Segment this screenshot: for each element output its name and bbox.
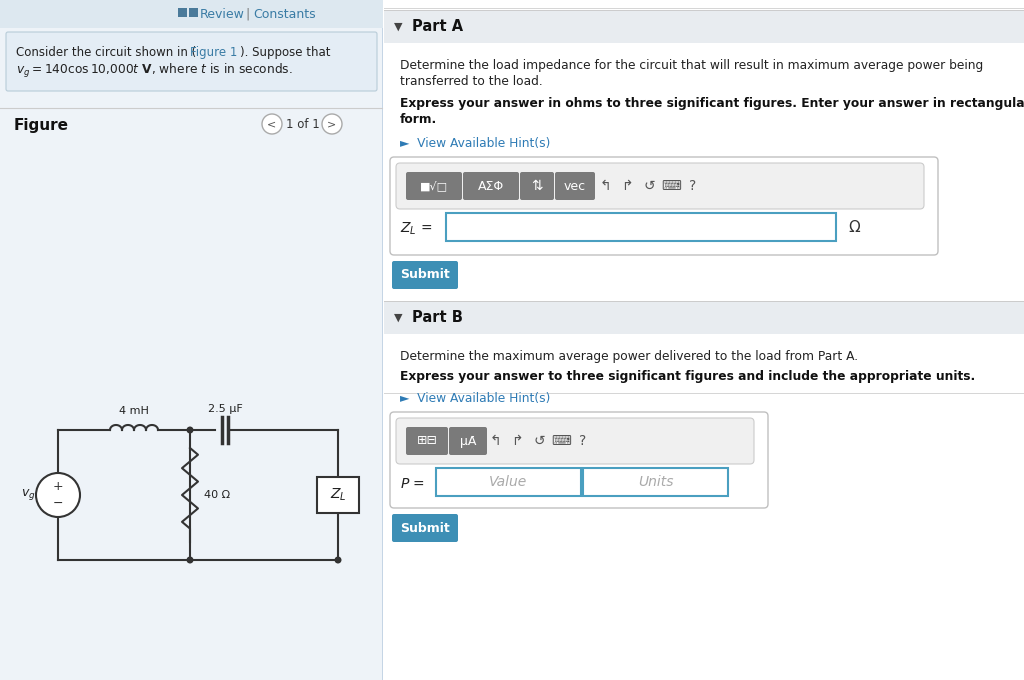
Text: ⊞⊟: ⊞⊟ [417, 435, 437, 447]
Text: Value: Value [489, 475, 527, 489]
Bar [384, 301, 1024, 334]
Circle shape [262, 114, 282, 134]
Text: $Z_L$ =: $Z_L$ = [400, 221, 432, 237]
FancyBboxPatch shape [390, 157, 938, 255]
Bar [384, 43, 1024, 393]
FancyBboxPatch shape [463, 172, 519, 200]
Text: Submit: Submit [400, 522, 450, 534]
Text: $v_g$: $v_g$ [22, 488, 36, 503]
Text: 40 Ω: 40 Ω [204, 490, 230, 500]
FancyBboxPatch shape [392, 514, 458, 542]
Text: Determine the load impedance for the circuit that will result in maximum average: Determine the load impedance for the cir… [400, 59, 983, 72]
Text: ↺: ↺ [534, 434, 545, 448]
Text: form.: form. [400, 113, 437, 126]
Text: <: < [267, 119, 276, 129]
Text: ). Suppose that: ). Suppose that [240, 46, 331, 59]
Text: ↰: ↰ [599, 179, 610, 193]
Bar [189, 8, 198, 17]
Text: Consider the circuit shown in (: Consider the circuit shown in ( [16, 46, 197, 59]
FancyBboxPatch shape [406, 172, 462, 200]
Text: ?: ? [580, 434, 587, 448]
Circle shape [36, 473, 80, 517]
Text: ▼: ▼ [394, 22, 402, 31]
Bar [384, 334, 1024, 594]
Text: Units: Units [638, 475, 673, 489]
Text: ↱: ↱ [511, 434, 523, 448]
FancyBboxPatch shape [396, 418, 754, 464]
Text: 2.5 μF: 2.5 μF [208, 404, 243, 414]
Bar [384, 10, 1024, 43]
Text: transferred to the load.: transferred to the load. [400, 75, 543, 88]
Text: Figure: Figure [14, 118, 69, 133]
Text: |: | [245, 7, 249, 20]
Text: Express your answer to three significant figures and include the appropriate uni: Express your answer to three significant… [400, 370, 975, 383]
Text: ►  View Available Hint(s): ► View Available Hint(s) [400, 137, 550, 150]
Circle shape [335, 556, 341, 564]
Text: Express your answer in ohms to three significant figures. Enter your answer in r: Express your answer in ohms to three sig… [400, 97, 1024, 110]
FancyBboxPatch shape [520, 172, 554, 200]
Text: Review: Review [200, 7, 245, 20]
Text: 4 mH: 4 mH [119, 406, 148, 416]
Text: ↰: ↰ [489, 434, 501, 448]
Text: 1 of 1: 1 of 1 [286, 118, 319, 131]
FancyBboxPatch shape [555, 172, 595, 200]
Bar [436, 468, 581, 496]
Bar [0, 0, 383, 28]
Text: AΣΦ: AΣΦ [478, 180, 504, 192]
Text: Submit: Submit [400, 269, 450, 282]
Text: ▼: ▼ [394, 313, 402, 322]
Bar [178, 8, 187, 17]
Text: +: + [52, 481, 63, 494]
FancyBboxPatch shape [396, 163, 924, 209]
Text: ■√□: ■√□ [420, 181, 449, 191]
Text: Ω: Ω [848, 220, 860, 235]
Bar [317, 477, 359, 513]
Text: $v_g = 140\cos 10{,}000t\ \mathbf{V}$, where $t$ is in seconds.: $v_g = 140\cos 10{,}000t\ \mathbf{V}$, w… [16, 62, 293, 80]
Bar [446, 213, 836, 241]
Text: Constants: Constants [253, 7, 315, 20]
Text: >: > [328, 119, 337, 129]
Text: ⌨: ⌨ [551, 434, 571, 448]
Text: ↺: ↺ [643, 179, 654, 193]
Text: ⌨: ⌨ [662, 179, 681, 193]
FancyBboxPatch shape [449, 427, 487, 455]
Circle shape [186, 556, 194, 564]
Text: ⇅: ⇅ [531, 179, 543, 193]
Bar [0, 0, 383, 680]
Text: Part A: Part A [412, 19, 463, 34]
Text: −: − [53, 496, 63, 509]
Text: vec: vec [564, 180, 586, 192]
FancyBboxPatch shape [6, 32, 377, 91]
Text: $Z_L$: $Z_L$ [330, 487, 346, 503]
Circle shape [322, 114, 342, 134]
Text: ↱: ↱ [622, 179, 633, 193]
Circle shape [186, 426, 194, 434]
Text: ?: ? [689, 179, 696, 193]
FancyBboxPatch shape [392, 261, 458, 289]
Text: ►  View Available Hint(s): ► View Available Hint(s) [400, 392, 550, 405]
FancyBboxPatch shape [406, 427, 449, 455]
Text: Figure 1: Figure 1 [190, 46, 238, 59]
Text: $P$ =: $P$ = [400, 477, 425, 491]
FancyBboxPatch shape [390, 412, 768, 508]
Text: Determine the maximum average power delivered to the load from Part A.: Determine the maximum average power deli… [400, 350, 858, 363]
Text: μȦ: μȦ [460, 435, 476, 447]
Bar [583, 468, 728, 496]
Text: Part B: Part B [412, 310, 463, 325]
